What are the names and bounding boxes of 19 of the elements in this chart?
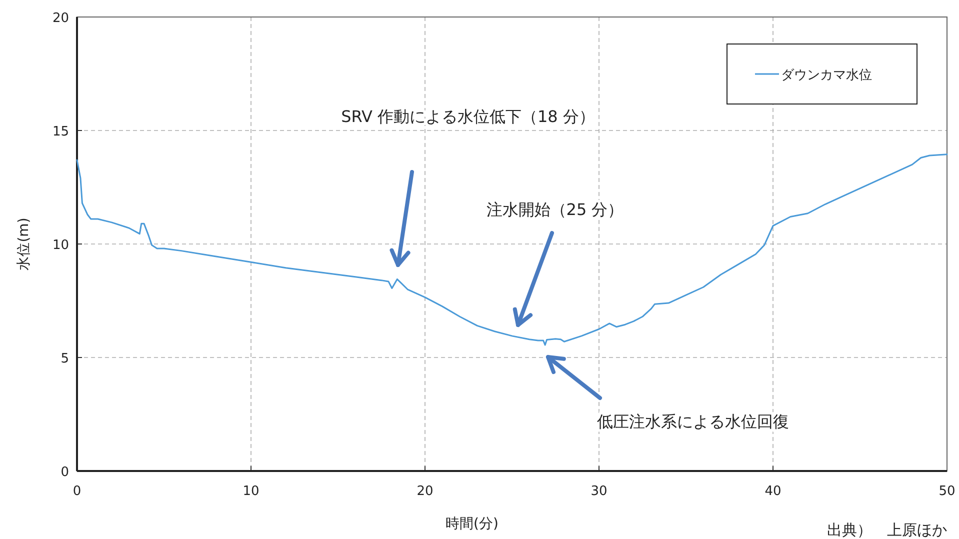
x-axis-title: 時間(分) — [446, 516, 498, 532]
y-tick-label: 5 — [60, 352, 69, 366]
y-tick-label: 0 — [60, 465, 69, 480]
line-series — [76, 154, 948, 346]
y-axis-title: 水位(m) — [16, 218, 32, 270]
x-tick-label: 50 — [938, 484, 956, 499]
annotation: SRV 作動による水位低下（18 分） — [341, 107, 595, 126]
legend-label: ダウンカマ水位 — [781, 68, 872, 83]
annotation: 注水開始（25 分） — [486, 200, 624, 219]
x-tick-label: 20 — [416, 484, 434, 499]
y-tick-label: 10 — [52, 238, 69, 253]
x-tick-label: 10 — [242, 484, 260, 499]
annotation: 低圧注水系による水位回復 — [597, 412, 789, 431]
x-tick-label: 0 — [72, 484, 82, 499]
y-tick-label: 15 — [52, 124, 69, 140]
source-note: 出典） 上原ほか — [827, 521, 947, 539]
x-tick-label: 30 — [590, 484, 608, 499]
x-tick-label: 40 — [764, 484, 782, 499]
y-tick-label: 20 — [52, 11, 69, 26]
